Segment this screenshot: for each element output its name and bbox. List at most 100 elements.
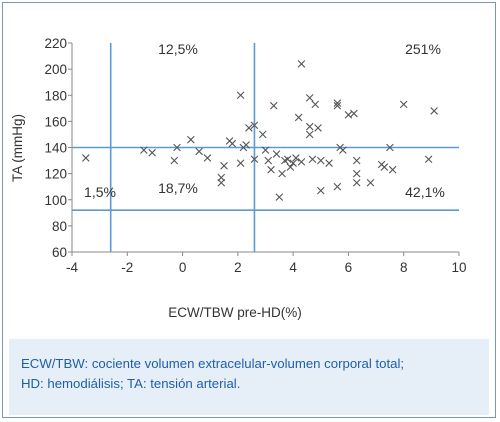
data-point: [325, 159, 333, 167]
data-point-stroke: [388, 165, 397, 174]
data-point-stroke: [314, 124, 322, 132]
data-point: [245, 124, 253, 132]
quadrant-label-bottom-left: 1,5%: [84, 184, 116, 200]
y-tick-label: 120: [44, 167, 67, 182]
data-point: [82, 154, 90, 162]
x-tick-label: 10: [451, 260, 466, 275]
data-point-stroke: [352, 156, 361, 165]
data-point-stroke: [278, 169, 286, 178]
data-point-stroke: [283, 155, 292, 164]
data-point: [258, 130, 267, 139]
x-tick-label: 4: [289, 260, 297, 275]
data-point: [352, 169, 361, 178]
data-point: [283, 155, 292, 164]
figure-frame: 60 80 100 120 140 160 180 200 220 -4 -2 0 2 4 6 8 10 12,…: [2, 2, 496, 418]
data-point: [270, 101, 278, 110]
x-tick-label: 2: [234, 260, 242, 275]
chart-area: 60 80 100 120 140 160 180 200 220 -4 -2 0 2 4 6 8 10 12,…: [3, 3, 497, 343]
x-tick-label: -2: [121, 260, 133, 275]
data-point: [297, 60, 306, 68]
data-point: [350, 109, 358, 118]
x-tick-label: 6: [345, 260, 353, 275]
data-point-stroke: [386, 143, 394, 152]
data-point: [195, 147, 203, 156]
quadrant-label-bottom-right: 42,1%: [405, 184, 445, 200]
data-point-stroke: [173, 143, 181, 152]
data-point: [292, 154, 300, 162]
data-point: [286, 163, 295, 171]
data-point: [275, 193, 284, 201]
data-point-stroke: [430, 107, 438, 115]
data-point: [297, 158, 306, 166]
data-point-stroke: [272, 150, 281, 158]
data-point-stroke: [424, 155, 433, 164]
data-point: [388, 165, 397, 174]
data-point: [278, 169, 286, 178]
data-point: [399, 100, 408, 109]
data-point: [236, 159, 245, 167]
quadrant-label-bottom-middle: 18,7%: [158, 180, 198, 196]
y-tick-label: 180: [44, 88, 67, 103]
data-point-stroke: [333, 99, 342, 107]
data-point-stroke: [82, 154, 90, 162]
data-point-stroke: [275, 193, 284, 201]
data-point-stroke: [333, 101, 342, 110]
data-point: [352, 178, 361, 187]
data-point-stroke: [350, 109, 358, 118]
data-point: [250, 155, 259, 164]
data-point-stroke: [270, 101, 278, 110]
y-tick-label: 220: [44, 36, 67, 51]
quadrant-label-top-middle: 12,5%: [158, 41, 198, 57]
data-point-stroke: [305, 130, 314, 139]
y-tick-label: 60: [52, 245, 67, 260]
axes-layer: 60 80 100 120 140 160 180 200 220 -4 -2 0 2 4 6 8 10: [44, 36, 466, 275]
data-point: [333, 182, 342, 191]
quadrant-labels: 12,5% 251% 1,5% 18,7% 42,1%: [84, 41, 445, 200]
data-point-stroke: [305, 94, 314, 102]
data-point-stroke: [399, 100, 408, 109]
data-point-stroke: [245, 124, 253, 132]
y-tick-label: 80: [52, 219, 67, 234]
data-point: [173, 143, 181, 152]
data-point-stroke: [352, 169, 361, 178]
data-point: [380, 163, 389, 171]
x-tick-label: 8: [400, 260, 408, 275]
data-point: [203, 154, 212, 162]
data-point: [386, 143, 394, 152]
data-point: [228, 139, 237, 148]
data-point-stroke: [217, 178, 226, 187]
data-point: [250, 121, 259, 130]
x-tick-label: -4: [66, 260, 78, 275]
data-point-stroke: [170, 156, 179, 165]
data-point: [316, 186, 325, 195]
data-point-stroke: [250, 155, 259, 164]
data-point: [305, 122, 314, 131]
data-point-stroke: [333, 182, 342, 191]
data-point: [333, 99, 342, 107]
data-point: [305, 130, 314, 139]
caption-line-2: HD: hemodiálisis; TA: tensión arterial.: [21, 376, 241, 391]
data-point: [366, 178, 375, 187]
data-point: [217, 178, 226, 187]
data-point-stroke: [352, 178, 361, 187]
data-point-stroke: [264, 156, 273, 165]
data-point-stroke: [289, 159, 297, 167]
x-tick-label: 0: [179, 260, 187, 275]
data-point-stroke: [228, 139, 237, 148]
data-point: [242, 141, 250, 149]
data-point: [220, 161, 228, 170]
data-point-stroke: [292, 154, 300, 162]
data-point: [261, 146, 270, 154]
data-point-stroke: [220, 161, 228, 170]
data-point: [148, 148, 156, 157]
data-point: [236, 91, 245, 100]
data-point-stroke: [267, 165, 275, 174]
data-point-stroke: [316, 156, 325, 165]
data-point-stroke: [339, 146, 347, 154]
y-axis-label: TA (mmHg): [10, 114, 25, 182]
data-point: [316, 156, 325, 165]
data-point: [170, 156, 179, 165]
data-point: [305, 94, 314, 102]
scatter-chart: 60 80 100 120 140 160 180 200 220 -4 -2 0 2 4 6 8 10 12,…: [10, 36, 467, 320]
data-point-stroke: [308, 155, 317, 164]
